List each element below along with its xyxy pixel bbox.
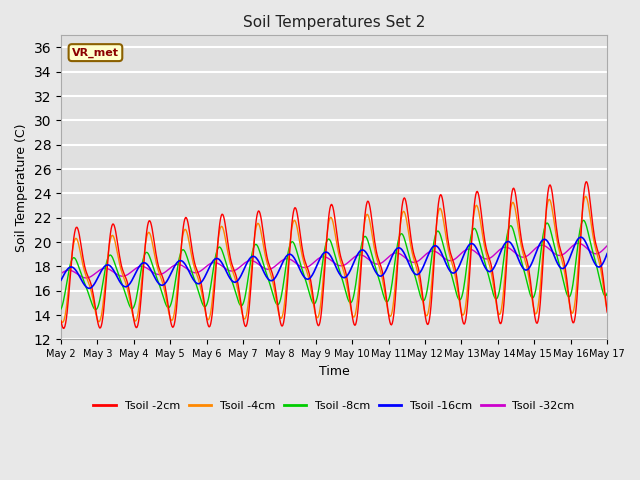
- Title: Soil Temperatures Set 2: Soil Temperatures Set 2: [243, 15, 425, 30]
- Text: VR_met: VR_met: [72, 48, 119, 58]
- X-axis label: Time: Time: [319, 365, 349, 378]
- Y-axis label: Soil Temperature (C): Soil Temperature (C): [15, 123, 28, 252]
- Legend: Tsoil -2cm, Tsoil -4cm, Tsoil -8cm, Tsoil -16cm, Tsoil -32cm: Tsoil -2cm, Tsoil -4cm, Tsoil -8cm, Tsoi…: [89, 396, 579, 416]
